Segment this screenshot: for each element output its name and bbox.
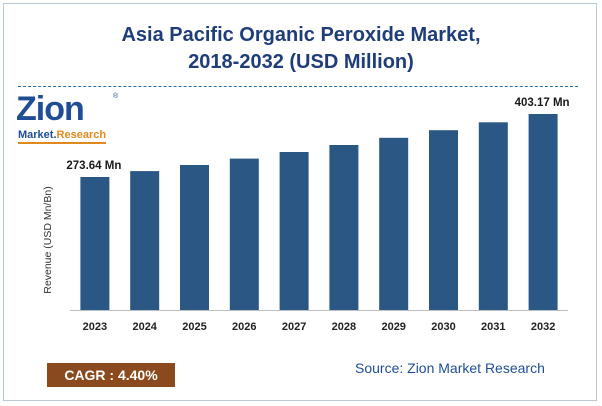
- logo-subtitle: Market.Research: [18, 129, 107, 144]
- x-tick-label-2031: 2031: [481, 321, 505, 333]
- bar-2029: [379, 137, 409, 310]
- x-tick-label-2027: 2027: [282, 321, 306, 333]
- title-divider: [18, 86, 578, 87]
- logo-brand: Zion: [16, 90, 85, 128]
- x-tick-label-2023: 2023: [83, 321, 107, 333]
- bar-2026: [229, 158, 259, 310]
- data-label-2023: 273.64 Mn: [66, 160, 121, 172]
- x-tick-label-2032: 2032: [531, 321, 555, 333]
- x-tick-label-2026: 2026: [232, 321, 256, 333]
- chart-title-line2: 2018-2032 (USD Million): [188, 51, 414, 73]
- bar-2024: [130, 171, 160, 310]
- bar-2028: [329, 145, 359, 310]
- cagr-badge: CAGR : 4.40%: [47, 363, 175, 387]
- x-tick-label-2028: 2028: [332, 321, 356, 333]
- chart-title-line1: Asia Pacific Organic Peroxide Market,: [121, 24, 481, 46]
- bar-2023: [80, 177, 110, 310]
- bar-2030: [429, 130, 458, 310]
- source-note: Source: Zion Market Research: [355, 360, 545, 376]
- bar-2032: [528, 114, 558, 310]
- company-logo: Zion ® Market.Research: [16, 90, 126, 147]
- bar-2025: [180, 165, 209, 310]
- bar-2031: [478, 122, 508, 310]
- x-tick-label-2025: 2025: [182, 321, 206, 333]
- logo-sub-research: Research: [56, 129, 107, 141]
- y-axis-label: Revenue (USD Mn/Bn): [42, 186, 54, 293]
- x-tick-label-2024: 2024: [132, 321, 157, 333]
- x-tick-label-2029: 2029: [381, 321, 405, 333]
- data-label-2032: 403.17 Mn: [515, 97, 570, 109]
- x-tick-label-2030: 2030: [431, 321, 455, 333]
- bar-2027: [279, 152, 309, 310]
- logo-sub-market: Market.: [18, 129, 57, 141]
- logo-registered-mark: ®: [113, 93, 119, 100]
